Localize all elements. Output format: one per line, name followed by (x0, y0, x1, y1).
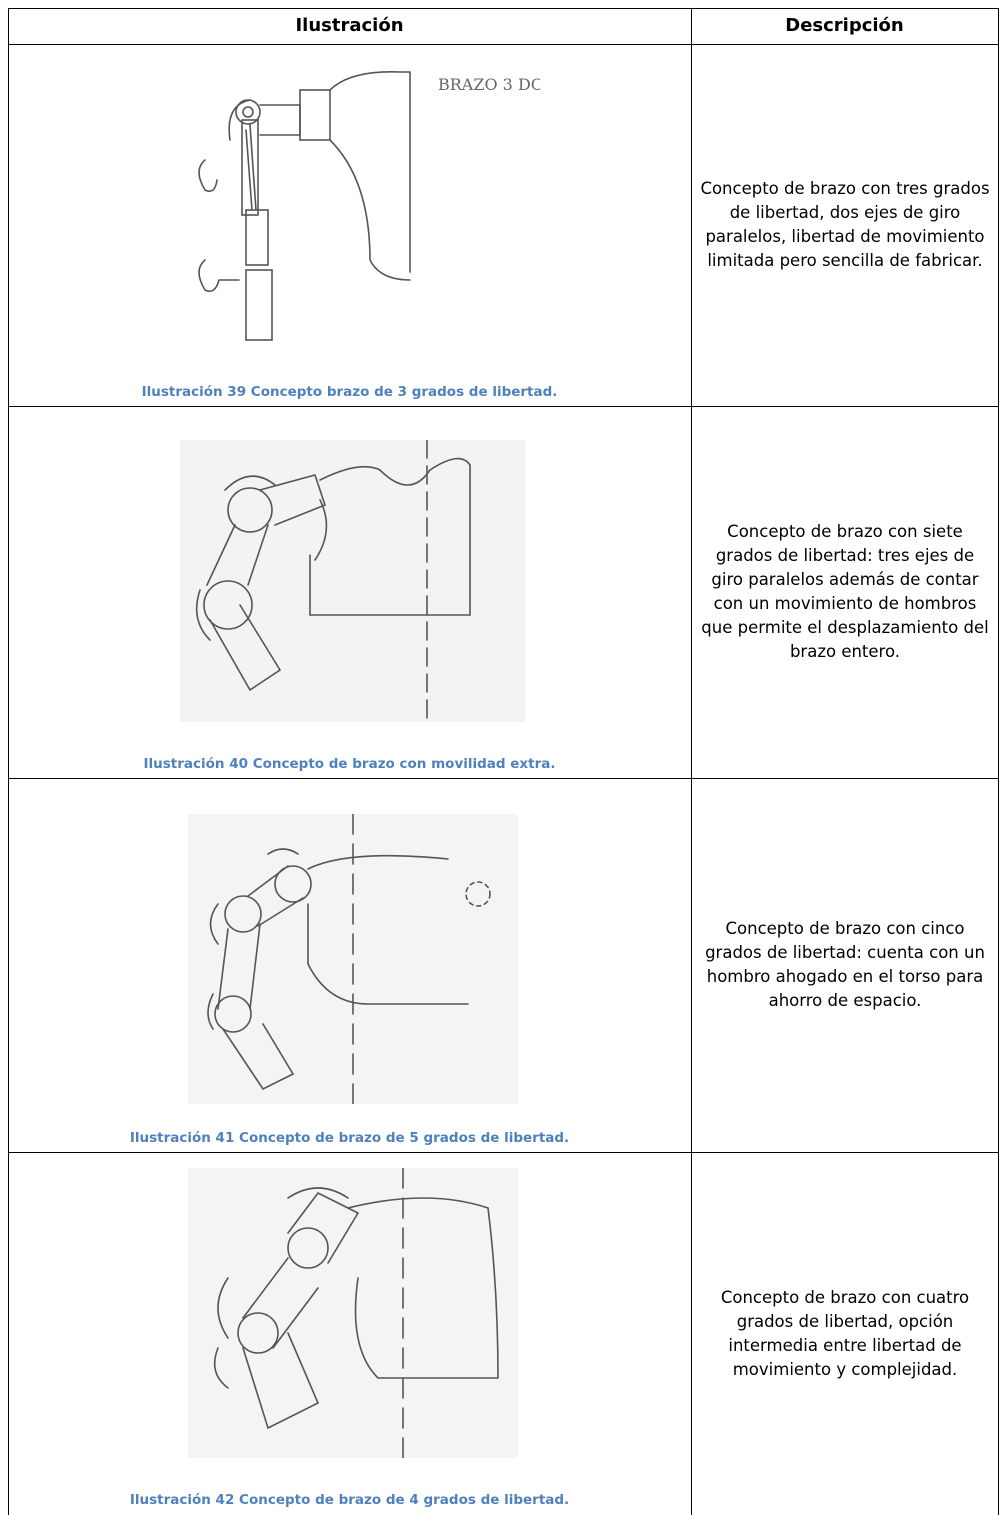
description: Concepto de brazo con siete grados de li… (701, 522, 989, 661)
table-border (691, 8, 692, 1515)
table-border (998, 8, 999, 1515)
column-header: Ilustración (295, 15, 404, 36)
caption: Ilustración 39 Concepto brazo de 3 grado… (141, 384, 558, 400)
table-border (8, 8, 9, 1515)
description: Concepto de brazo con cinco grados de li… (705, 919, 985, 1010)
sketch: BRAZO 3 DOF (198, 71, 540, 341)
table-border (8, 1152, 999, 1153)
caption: Ilustración 41 Concepto de brazo de 5 gr… (129, 1130, 570, 1146)
caption: Ilustración 42 Concepto de brazo de 4 gr… (129, 1492, 570, 1508)
description: Concepto de brazo con tres grados de lib… (700, 179, 990, 270)
column-header: Descripción (785, 15, 904, 36)
caption: Ilustración 40 Concepto de brazo con mov… (143, 756, 556, 772)
sketch (188, 1168, 518, 1458)
sketch (188, 814, 518, 1104)
sketch-note: BRAZO 3 DOF (438, 75, 540, 94)
description: Concepto de brazo con cuatro grados de l… (720, 1287, 970, 1379)
table-border (8, 8, 999, 9)
table-border (8, 44, 999, 45)
sketch (180, 440, 525, 722)
table-border (8, 778, 999, 779)
table-border (8, 406, 999, 407)
